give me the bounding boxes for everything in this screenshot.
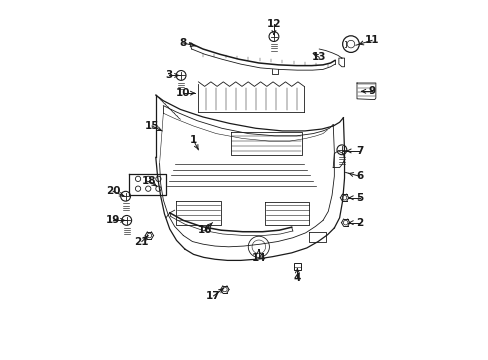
Text: 21: 21: [134, 237, 149, 247]
Text: 5: 5: [355, 193, 363, 203]
Text: 16: 16: [197, 225, 212, 235]
Text: 4: 4: [293, 273, 301, 283]
Bar: [293, 264, 300, 270]
Text: 6: 6: [355, 171, 363, 181]
Text: 7: 7: [355, 146, 363, 156]
Text: 1: 1: [189, 135, 197, 145]
Text: 2: 2: [355, 218, 363, 228]
Text: 18: 18: [142, 176, 156, 186]
Text: 9: 9: [368, 86, 375, 96]
Text: 10: 10: [176, 88, 190, 98]
Text: 11: 11: [364, 35, 379, 45]
Text: 17: 17: [206, 291, 221, 301]
Text: 13: 13: [311, 52, 326, 62]
Text: 15: 15: [144, 121, 159, 131]
Text: 20: 20: [106, 186, 120, 196]
Text: 14: 14: [251, 253, 265, 263]
Text: 19: 19: [106, 215, 120, 225]
Text: 8: 8: [180, 38, 186, 48]
Text: 12: 12: [266, 19, 281, 29]
Text: 3: 3: [165, 71, 172, 80]
